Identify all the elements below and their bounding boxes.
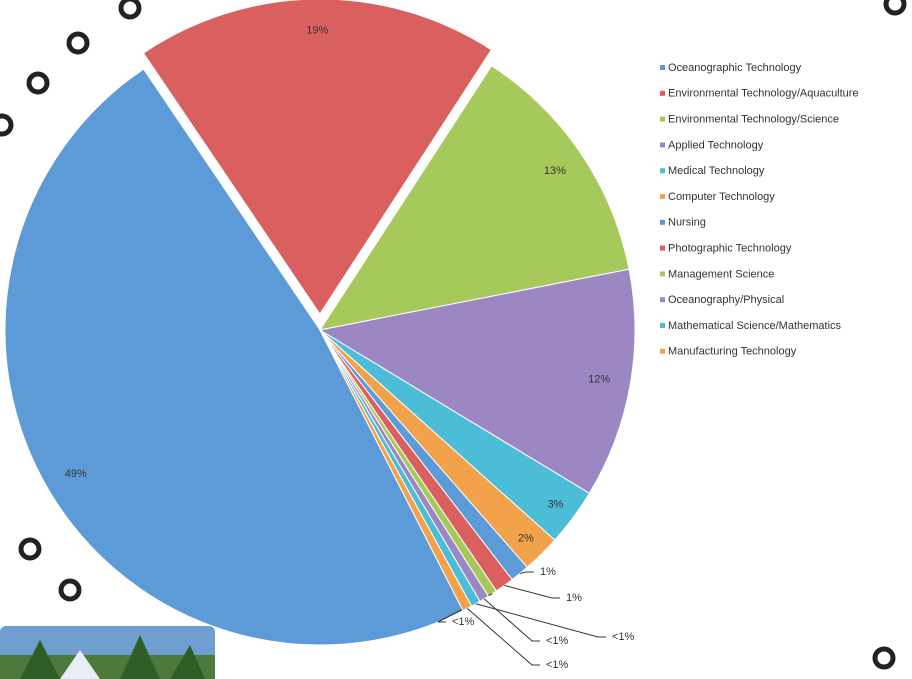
legend-swatch <box>660 142 665 147</box>
legend-swatch <box>660 117 665 122</box>
legend-label: Photographic Technology <box>668 243 792 255</box>
legend-label: Manufacturing Technology <box>668 346 797 358</box>
legend-label: Environmental Technology/Aquaculture <box>668 88 859 100</box>
legend-label: Nursing <box>668 217 706 229</box>
legend-swatch <box>660 194 665 199</box>
data-label: 12% <box>588 373 610 385</box>
data-label: 13% <box>544 165 566 177</box>
leader-line <box>504 585 560 598</box>
legend-label: Applied Technology <box>668 139 764 151</box>
leader-line <box>476 604 606 637</box>
legend-label: Medical Technology <box>668 165 765 177</box>
legend-label: Environmental Technology/Science <box>668 114 839 126</box>
legend-label: Mathematical Science/Mathematics <box>668 320 842 332</box>
legend-label: Oceanography/Physical <box>668 294 784 306</box>
data-label: <1% <box>452 616 475 628</box>
leader-line <box>467 608 540 665</box>
data-label: <1% <box>546 659 569 671</box>
data-label: 19% <box>306 24 328 36</box>
legend-swatch <box>660 168 665 173</box>
data-label: 1% <box>540 566 556 578</box>
data-label: <1% <box>612 631 635 643</box>
legend-swatch <box>660 349 665 354</box>
legend-label: Oceanographic Technology <box>668 62 802 74</box>
chart: 49% 19% 13% 12% 3% 2% 1% 1% <1% <1% <1% <1% Oceanogr… <box>0 0 912 679</box>
legend-swatch <box>660 246 665 251</box>
leader-line <box>484 599 540 641</box>
legend-swatch <box>660 91 665 96</box>
data-label: 49% <box>65 468 87 480</box>
legend-swatch <box>660 271 665 276</box>
data-label: <1% <box>546 635 569 647</box>
data-label: 1% <box>566 592 582 604</box>
legend-label: Management Science <box>668 268 774 280</box>
data-label: 3% <box>547 498 563 510</box>
legend-swatch <box>660 297 665 302</box>
photo <box>0 626 215 679</box>
legend-swatch <box>660 220 665 225</box>
data-label: 2% <box>518 532 534 544</box>
legend-swatch <box>660 323 665 328</box>
legend-label: Computer Technology <box>668 191 775 203</box>
legend-swatch <box>660 65 665 70</box>
